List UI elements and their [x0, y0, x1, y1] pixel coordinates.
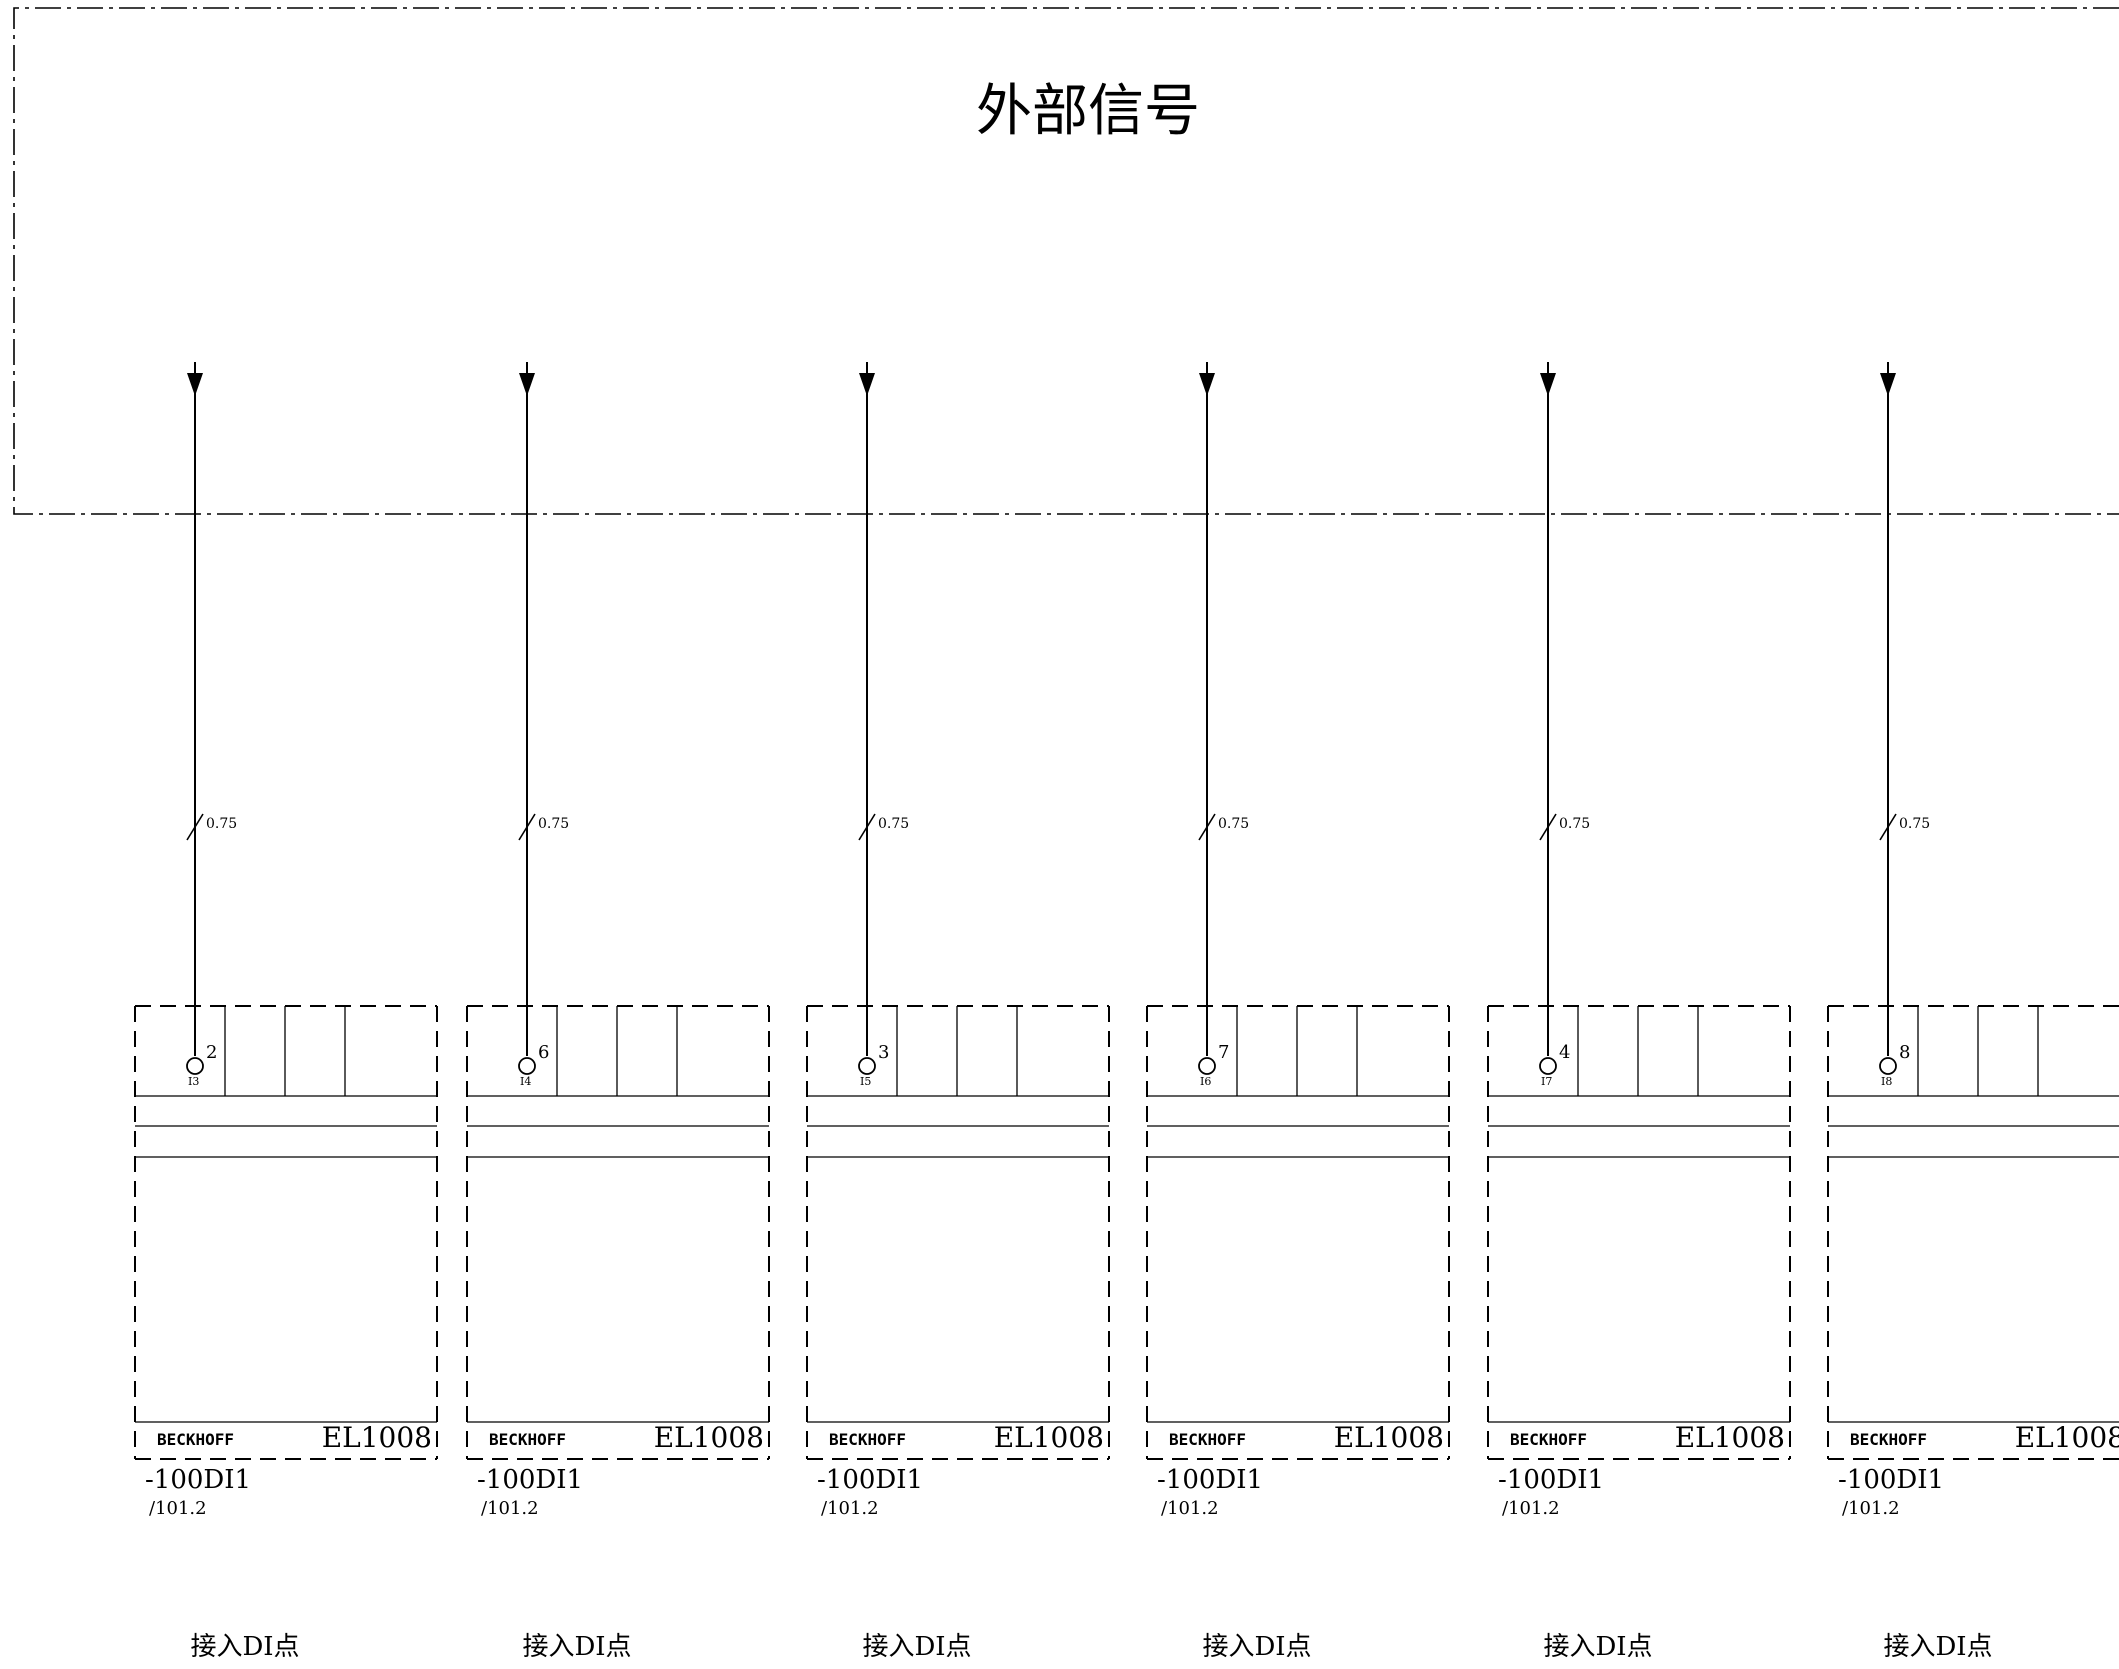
module-1: 0.75 2 I3 BECKHOFF EL1008 -100DI1/101.2 接入DI点 [134, 362, 438, 1662]
external-signal-box [13, 7, 2119, 515]
module-caption: 接入DI点 [522, 1632, 631, 1662]
wire-tick [1198, 813, 1216, 841]
device-tag: -100DI1 [1498, 1465, 1604, 1495]
page-reference: /101.2 [1161, 1498, 1219, 1519]
terminal-point-icon [1198, 1057, 1216, 1075]
terminal-pin-number: 4 [1559, 1042, 1570, 1063]
wire-tick [1539, 813, 1557, 841]
external-signal-title: 外部信号 [976, 79, 1200, 144]
terminal-pin-number: 7 [1218, 1042, 1229, 1063]
module-caption: 接入DI点 [1543, 1632, 1652, 1662]
page-reference: /101.2 [481, 1498, 539, 1519]
device-tag: -100DI1 [817, 1465, 923, 1495]
module-caption: 接入DI点 [1202, 1632, 1311, 1662]
arrowhead-icon [859, 373, 875, 396]
module-brand: BECKHOFF [489, 1430, 566, 1449]
module-model: EL1008 [322, 1421, 432, 1454]
module-model: EL1008 [654, 1421, 764, 1454]
module-model: EL1008 [1334, 1421, 1444, 1454]
arrowhead-icon [1880, 373, 1896, 396]
wire-tick [858, 813, 876, 841]
terminal-input-label: I5 [860, 1075, 871, 1088]
terminal-input-label: I8 [1881, 1075, 1892, 1088]
module-caption: 接入DI点 [862, 1632, 971, 1662]
module-model: EL1008 [1675, 1421, 1785, 1454]
terminal-input-label: I4 [520, 1075, 531, 1088]
module-caption: 接入DI点 [1883, 1632, 1992, 1662]
module-model: EL1008 [2015, 1421, 2119, 1454]
wire-size-label: 0.75 [206, 816, 237, 832]
module-6: 0.75 8 I8 BECKHOFF EL1008 -100DI1/101.2 接入DI点 [1827, 362, 2119, 1662]
wire-size-label: 0.75 [1899, 816, 1930, 832]
wire-tick [186, 813, 204, 841]
terminal-pin-number: 3 [878, 1042, 889, 1063]
terminal-point-icon [1539, 1057, 1557, 1075]
wire-size-label: 0.75 [878, 816, 909, 832]
arrowhead-icon [187, 373, 203, 396]
terminal-point-icon [858, 1057, 876, 1075]
terminal-input-label: I3 [188, 1075, 199, 1088]
module-2: 0.75 6 I4 BECKHOFF EL1008 -100DI1/101.2 接入DI点 [466, 362, 770, 1662]
page-reference: /101.2 [149, 1498, 207, 1519]
module-4: 0.75 7 I6 BECKHOFF EL1008 -100DI1/101.2 接入DI点 [1146, 362, 1450, 1662]
module-3: 0.75 3 I5 BECKHOFF EL1008 -100DI1/101.2 接入DI点 [806, 362, 1110, 1662]
terminal-pin-number: 8 [1899, 1042, 1910, 1063]
arrowhead-icon [1540, 373, 1556, 396]
module-5: 0.75 4 I7 BECKHOFF EL1008 -100DI1/101.2 接入DI点 [1487, 362, 1791, 1662]
wire-tick [1879, 813, 1897, 841]
module-brand: BECKHOFF [829, 1430, 906, 1449]
page-reference: /101.2 [1502, 1498, 1560, 1519]
module-model: EL1008 [994, 1421, 1104, 1454]
terminal-pin-number: 6 [538, 1042, 549, 1063]
wire-size-label: 0.75 [538, 816, 569, 832]
device-tag: -100DI1 [145, 1465, 251, 1495]
terminal-point-icon [1879, 1057, 1897, 1075]
arrowhead-icon [519, 373, 535, 396]
terminal-input-label: I6 [1200, 1075, 1211, 1088]
module-brand: BECKHOFF [157, 1430, 234, 1449]
device-tag: -100DI1 [1838, 1465, 1944, 1495]
wire-size-label: 0.75 [1218, 816, 1249, 832]
module-brand: BECKHOFF [1169, 1430, 1246, 1449]
wire-size-label: 0.75 [1559, 816, 1590, 832]
device-tag: -100DI1 [477, 1465, 583, 1495]
terminal-pin-number: 2 [206, 1042, 217, 1063]
module-brand: BECKHOFF [1510, 1430, 1587, 1449]
terminal-point-icon [186, 1057, 204, 1075]
terminal-point-icon [518, 1057, 536, 1075]
terminal-input-label: I7 [1541, 1075, 1552, 1088]
module-caption: 接入DI点 [190, 1632, 299, 1662]
page-reference: /101.2 [1842, 1498, 1900, 1519]
device-tag: -100DI1 [1157, 1465, 1263, 1495]
wire-tick [518, 813, 536, 841]
module-brand: BECKHOFF [1850, 1430, 1927, 1449]
arrowhead-icon [1199, 373, 1215, 396]
page-reference: /101.2 [821, 1498, 879, 1519]
